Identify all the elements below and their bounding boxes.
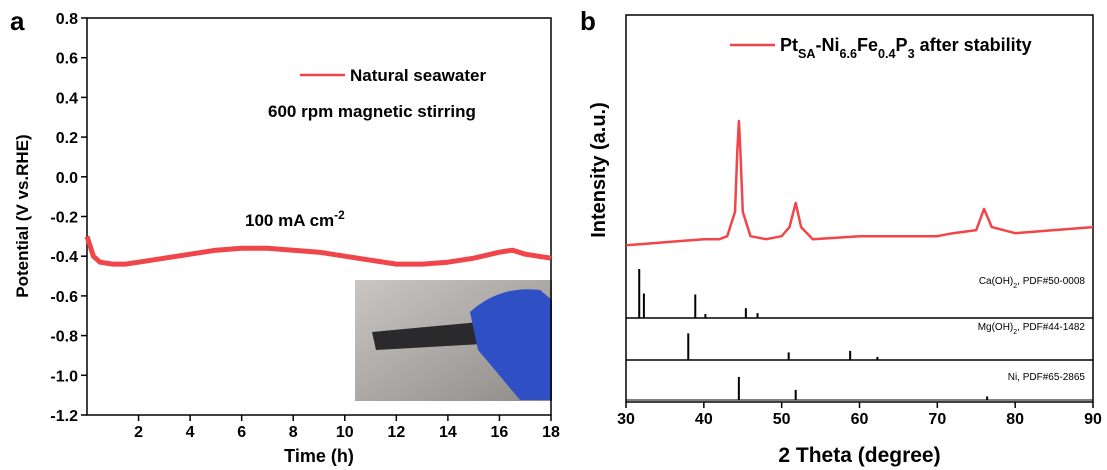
- x-tick-label: 2: [134, 424, 143, 441]
- x-tick-label: 12: [387, 424, 405, 441]
- x-tick-label: 14: [439, 424, 457, 441]
- x-axis-title: 2 Theta (degree): [778, 444, 940, 467]
- rich-text: 600 rpm magnetic stirring: [268, 102, 476, 121]
- rich-text: PtSA-Ni6.6Fe0.4P3 after stability: [780, 35, 1032, 61]
- plot-frame: [625, 14, 1094, 403]
- y-tick-label: -0.2: [50, 210, 78, 227]
- x-tick-label: 60: [851, 411, 869, 428]
- x-axis-title: Time (h): [284, 446, 354, 466]
- rich-text: Ni, PDF#65-2865: [1008, 372, 1086, 383]
- y-tick-label: -1.2: [50, 408, 78, 425]
- x-tick-label: 8: [289, 424, 298, 441]
- text-part: 600 rpm magnetic stirring: [268, 102, 476, 121]
- text-part: after stability: [915, 35, 1032, 55]
- rich-text: Natural seawater: [350, 66, 486, 85]
- y-tick-label: 0.4: [56, 90, 78, 107]
- text-part: 2: [1013, 329, 1017, 336]
- text-part: 3: [908, 47, 915, 61]
- x-tick-label: 30: [617, 411, 635, 428]
- text-part: , PDF#50-0008: [1017, 276, 1085, 287]
- text-part: Natural seawater: [350, 66, 486, 85]
- y-tick-label: -1.0: [50, 368, 78, 385]
- panel-letter: a: [10, 6, 25, 36]
- y-axis-title: Intensity (a.u.): [588, 102, 610, 238]
- text-part: Fe: [857, 35, 878, 55]
- text-part: 100 mA cm: [245, 211, 334, 230]
- y-tick-label: 0.8: [56, 11, 78, 28]
- text-part: Ca(OH): [979, 276, 1013, 287]
- text-part: 2: [1013, 283, 1017, 290]
- text-part: , PDF#44-1482: [1017, 322, 1085, 333]
- rich-text: Ca(OH)2, PDF#50-0008: [979, 276, 1086, 290]
- y-tick-label: -0.8: [50, 329, 78, 346]
- x-tick-label: 18: [542, 424, 560, 441]
- y-tick-label: 0.6: [56, 51, 78, 68]
- x-tick-label: 4: [186, 424, 195, 441]
- y-tick-label: -0.6: [50, 289, 78, 306]
- text-part: Pt: [780, 35, 798, 55]
- x-tick-label: 6: [237, 424, 246, 441]
- text-part: -2: [334, 208, 345, 222]
- rich-text: 100 mA cm-2: [245, 208, 345, 230]
- x-tick-label: 70: [928, 411, 946, 428]
- x-tick-label: 90: [1084, 411, 1102, 428]
- y-tick-label: -0.4: [50, 249, 78, 266]
- panel-letter: b: [580, 6, 596, 36]
- text-part: 0.4: [878, 47, 896, 61]
- text-part: P: [896, 35, 908, 55]
- rich-text: Mg(OH)2, PDF#44-1482: [978, 322, 1086, 336]
- text-part: -Ni: [816, 35, 840, 55]
- x-tick-label: 16: [491, 424, 509, 441]
- text-part: SA: [798, 47, 816, 61]
- x-tick-label: 80: [1006, 411, 1024, 428]
- x-tick-label: 10: [336, 424, 354, 441]
- inset-photo: [355, 280, 552, 401]
- y-axis-title: Potential (V vs.RHE): [13, 134, 32, 297]
- y-tick-label: 0.2: [56, 130, 78, 147]
- data-line: [84, 235, 552, 267]
- x-tick-label: 50: [773, 411, 791, 428]
- y-tick-label: 0.0: [56, 170, 78, 187]
- x-tick-label: 40: [695, 411, 713, 428]
- text-part: Mg(OH): [978, 322, 1014, 333]
- text-part: 6.6: [840, 47, 858, 61]
- text-part: Ni, PDF#65-2865: [1008, 372, 1086, 383]
- data-line: [625, 119, 1094, 247]
